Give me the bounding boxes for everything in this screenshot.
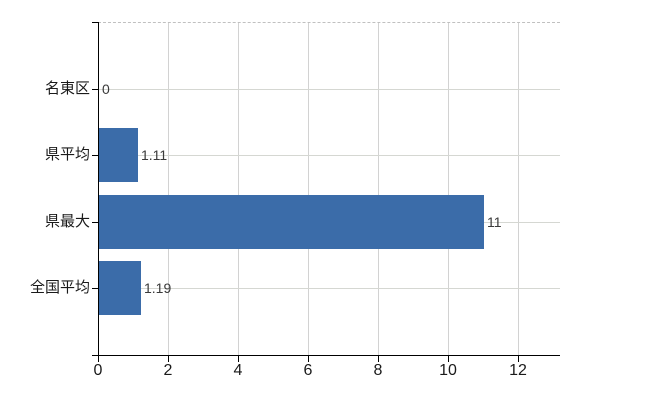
value-label: 1.11 [141,147,168,163]
y-tick [92,222,98,223]
bar [99,195,484,249]
gridline-horizontal [98,155,560,156]
category-label: 県平均 [44,146,90,163]
x-tick [98,356,99,362]
plot-top-border [98,22,560,23]
gridline-vertical [448,22,449,355]
value-label: 1.19 [144,280,172,296]
y-tick [92,22,98,23]
bar [99,261,141,315]
x-tick-label: 8 [373,362,383,379]
bar [99,128,138,182]
y-tick [92,89,98,90]
x-tick-label: 2 [163,362,173,379]
gridline-vertical [238,22,239,355]
x-tick [308,356,309,362]
x-tick-label: 0 [93,362,103,379]
gridline-horizontal [98,89,560,90]
x-tick [168,356,169,362]
y-tick [92,355,98,356]
value-label: 11 [487,214,502,230]
x-tick [448,356,449,362]
gridline-vertical [168,22,169,355]
gridline-vertical [378,22,379,355]
gridline-vertical [518,22,519,355]
y-axis-line [98,22,99,356]
x-tick [238,356,239,362]
category-label: 全国平均 [29,279,90,296]
category-label: 名東区 [44,80,90,97]
value-label: 0 [102,81,110,97]
x-tick-label: 10 [439,362,457,379]
x-axis-line [98,355,560,356]
y-tick [92,155,98,156]
x-tick [518,356,519,362]
x-tick-label: 6 [303,362,313,379]
gridline-horizontal [98,288,560,289]
gridline-vertical [308,22,309,355]
x-tick [378,356,379,362]
category-label: 県最大 [44,213,90,230]
y-tick [92,288,98,289]
x-tick-label: 12 [509,362,527,379]
x-tick-label: 4 [233,362,243,379]
